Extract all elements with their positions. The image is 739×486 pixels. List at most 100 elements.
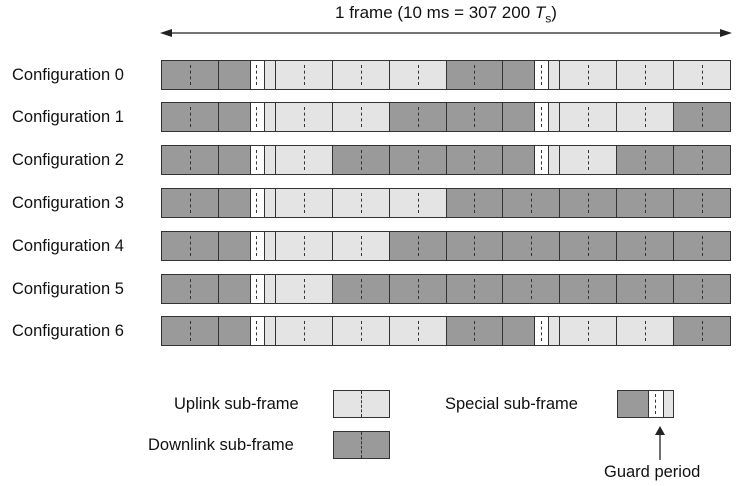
special-subframe bbox=[502, 317, 560, 345]
slot-divider bbox=[474, 65, 476, 85]
downlink-subframe bbox=[673, 103, 731, 131]
special-subframe bbox=[217, 103, 275, 131]
configuration-row: Configuration 4 bbox=[0, 231, 739, 263]
downlink-subframe bbox=[162, 232, 218, 260]
slot-divider bbox=[531, 236, 533, 256]
downlink-subframe bbox=[162, 61, 218, 89]
guard-period bbox=[249, 275, 265, 303]
slot-divider bbox=[360, 65, 362, 85]
guard-period-arrow bbox=[655, 426, 665, 460]
slot-divider bbox=[702, 279, 704, 299]
slot-divider bbox=[360, 321, 362, 341]
downlink-subframe bbox=[559, 232, 617, 260]
slot-divider bbox=[303, 150, 305, 170]
downlink-subframe bbox=[445, 232, 503, 260]
guard-period bbox=[249, 232, 265, 260]
uplink-subframe bbox=[559, 61, 617, 89]
downlink-subframe bbox=[162, 189, 218, 217]
legend-special-swatch bbox=[617, 390, 674, 418]
frame-bar bbox=[161, 274, 731, 304]
slot-divider bbox=[303, 236, 305, 256]
configuration-label: Configuration 6 bbox=[12, 322, 124, 340]
slot-divider bbox=[474, 150, 476, 170]
configuration-label: Configuration 2 bbox=[12, 151, 124, 169]
downlink-subframe bbox=[673, 146, 731, 174]
uplink-pilot-slot bbox=[548, 317, 560, 345]
legend-uplink-label: Uplink sub-frame bbox=[174, 395, 299, 413]
downlink-subframe bbox=[502, 189, 560, 217]
frame-duration-label: 1 frame (10 ms = 307 200 Ts) bbox=[335, 3, 557, 26]
downlink-subframe bbox=[388, 103, 446, 131]
downlink-subframe bbox=[502, 275, 560, 303]
frame-bar bbox=[161, 60, 731, 90]
downlink-subframe bbox=[673, 232, 731, 260]
uplink-pilot-slot bbox=[263, 275, 275, 303]
slot-divider bbox=[417, 236, 419, 256]
guard-period-label: Guard period bbox=[604, 463, 701, 481]
special-subframe bbox=[502, 146, 560, 174]
configuration-label: Configuration 1 bbox=[12, 108, 124, 126]
uplink-subframe bbox=[274, 103, 332, 131]
slot-divider bbox=[645, 236, 647, 256]
frame-duration-arrow bbox=[160, 29, 732, 37]
configuration-row: Configuration 2 bbox=[0, 145, 739, 177]
legend-downlink-label: Downlink sub-frame bbox=[148, 436, 294, 454]
frame-bar bbox=[161, 316, 731, 346]
special-subframe bbox=[217, 146, 275, 174]
slot-divider bbox=[474, 107, 476, 127]
slot-divider bbox=[588, 193, 590, 213]
uplink-subframe bbox=[673, 61, 731, 89]
slot-divider bbox=[474, 321, 476, 341]
configuration-label: Configuration 4 bbox=[12, 237, 124, 255]
slot-divider bbox=[189, 193, 191, 213]
slot-divider bbox=[189, 65, 191, 85]
uplink-subframe bbox=[274, 189, 332, 217]
slot-divider bbox=[303, 193, 305, 213]
uplink-subframe bbox=[388, 317, 446, 345]
slot-divider bbox=[588, 107, 590, 127]
legend-special-label: Special sub-frame bbox=[445, 395, 578, 413]
uplink-pilot-slot bbox=[548, 61, 560, 89]
slot-divider bbox=[588, 279, 590, 299]
configuration-row: Configuration 1 bbox=[0, 102, 739, 134]
downlink-subframe bbox=[162, 146, 218, 174]
uplink-pilot-slot bbox=[263, 61, 275, 89]
downlink-subframe bbox=[162, 275, 218, 303]
special-subframe bbox=[217, 189, 275, 217]
downlink-subframe bbox=[445, 103, 503, 131]
configuration-label: Configuration 0 bbox=[12, 66, 124, 84]
frame-bar bbox=[161, 145, 731, 175]
uplink-subframe bbox=[616, 61, 674, 89]
downlink-subframe bbox=[616, 189, 674, 217]
configuration-row: Configuration 6 bbox=[0, 316, 739, 348]
slot-divider bbox=[360, 279, 362, 299]
slot-divider bbox=[360, 150, 362, 170]
slot-divider bbox=[702, 236, 704, 256]
slot-divider bbox=[645, 193, 647, 213]
guard-period bbox=[249, 146, 265, 174]
slot-divider bbox=[417, 279, 419, 299]
slot-divider bbox=[417, 107, 419, 127]
uplink-pilot-slot bbox=[548, 103, 560, 131]
uplink-subframe bbox=[274, 61, 332, 89]
slot-divider bbox=[588, 236, 590, 256]
downlink-subframe bbox=[388, 232, 446, 260]
frame-bar bbox=[161, 231, 731, 261]
downlink-subframe bbox=[616, 275, 674, 303]
slot-divider bbox=[588, 150, 590, 170]
slot-divider bbox=[417, 65, 419, 85]
downlink-subframe bbox=[388, 275, 446, 303]
slot-divider bbox=[474, 236, 476, 256]
legend-uplink-swatch bbox=[333, 390, 390, 418]
slot-divider bbox=[588, 65, 590, 85]
slot-divider bbox=[189, 236, 191, 256]
slot-divider bbox=[189, 321, 191, 341]
frame-bar bbox=[161, 102, 731, 132]
uplink-subframe bbox=[388, 61, 446, 89]
slot-divider bbox=[531, 279, 533, 299]
downlink-subframe bbox=[162, 103, 218, 131]
special-subframe bbox=[217, 232, 275, 260]
uplink-subframe bbox=[559, 146, 617, 174]
uplink-pilot-slot bbox=[263, 317, 275, 345]
uplink-subframe bbox=[559, 317, 617, 345]
